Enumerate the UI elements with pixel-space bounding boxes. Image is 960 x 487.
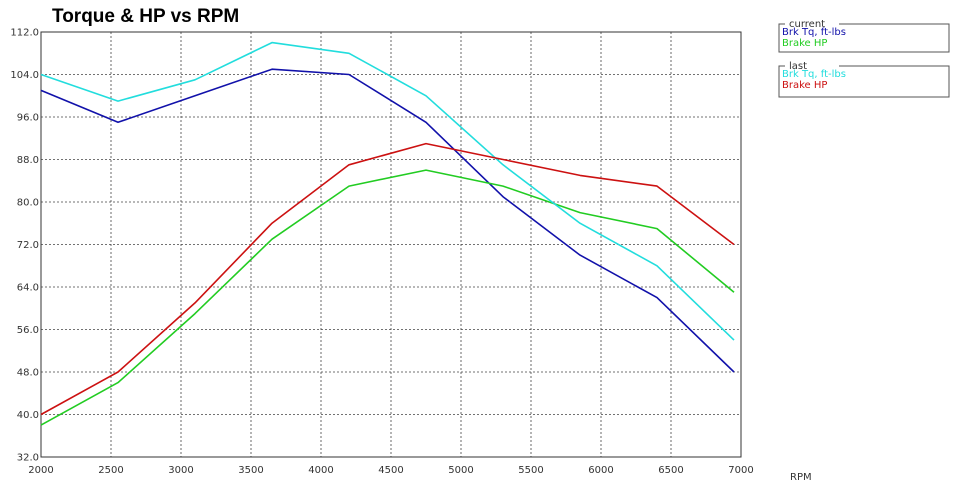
legend-title-last: last bbox=[789, 61, 807, 72]
series-line-current-brk-tq-ft-lbs bbox=[40, 68, 735, 373]
grid bbox=[41, 32, 741, 457]
legend-entry: Brk Tq, ft-lbs bbox=[782, 27, 846, 38]
plot-area bbox=[40, 31, 742, 458]
y-tick-label: 56.0 bbox=[17, 325, 39, 336]
y-tick-label: 48.0 bbox=[17, 368, 39, 379]
legend-entry: Brake HP bbox=[782, 80, 827, 91]
y-axis-ticks: 112.0 104.0 96.0 88.0 80.0 72.0 64.0 56.0 48.0 40… bbox=[10, 28, 39, 464]
x-tick-label: 6000 bbox=[588, 465, 613, 476]
x-tick-label: 5000 bbox=[448, 465, 473, 476]
x-tick-label: 2500 bbox=[98, 465, 123, 476]
legend-title-bg bbox=[785, 18, 839, 29]
chart-title: Torque & HP vs RPM bbox=[52, 6, 239, 27]
y-tick-label: 40.0 bbox=[17, 410, 39, 421]
y-tick-label: 64.0 bbox=[17, 283, 39, 294]
y-tick-label: 112.0 bbox=[10, 28, 39, 39]
x-tick-label: 5500 bbox=[518, 465, 543, 476]
series-line-current-brake-hp bbox=[40, 169, 735, 426]
y-tick-label: 72.0 bbox=[17, 240, 39, 251]
legend-title-current: current bbox=[789, 19, 825, 30]
legend-box-last bbox=[778, 65, 950, 98]
x-tick-label: 3000 bbox=[168, 465, 193, 476]
x-tick-label: 4500 bbox=[378, 465, 403, 476]
y-tick-label: 96.0 bbox=[17, 113, 39, 124]
x-axis-label: RPM bbox=[790, 472, 812, 483]
legend-title-bg bbox=[785, 60, 839, 71]
series-line-last-brk-tq-ft-lbs bbox=[40, 41, 735, 341]
series-line-last-brake-hp bbox=[40, 142, 735, 416]
y-tick-label: 88.0 bbox=[17, 155, 39, 166]
x-tick-label: 7000 bbox=[728, 465, 753, 476]
y-tick-label: 104.0 bbox=[10, 70, 39, 81]
legend-entry: Brk Tq, ft-lbs bbox=[782, 69, 846, 80]
x-tick-label: 6500 bbox=[658, 465, 683, 476]
legend-box-current bbox=[778, 23, 950, 53]
y-tick-label: 32.0 bbox=[17, 453, 39, 464]
x-tick-label: 3500 bbox=[238, 465, 263, 476]
legend-entry: Brake HP bbox=[782, 38, 827, 49]
y-tick-label: 80.0 bbox=[17, 198, 39, 209]
series-lines bbox=[40, 41, 735, 426]
x-axis-ticks: 2000 2500 3000 3500 4000 4500 5000 5500 6000 6500… bbox=[28, 465, 753, 476]
x-tick-label: 2000 bbox=[28, 465, 53, 476]
x-tick-label: 4000 bbox=[308, 465, 333, 476]
